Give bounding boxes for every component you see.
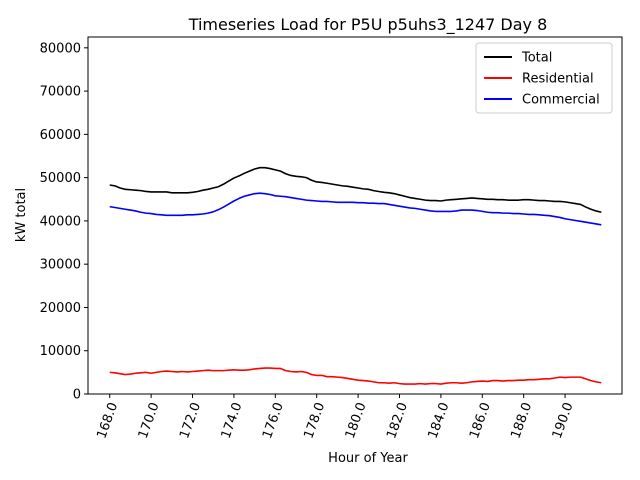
- x-tick-label: 172.0: [177, 401, 204, 441]
- x-tick-label: 174.0: [219, 401, 246, 441]
- y-tick-label: 50000: [40, 171, 81, 186]
- y-tick-label: 10000: [40, 344, 81, 359]
- y-axis-title: kW total: [14, 188, 29, 242]
- y-tick-label: 30000: [40, 258, 81, 273]
- plot-frame: [87, 36, 623, 395]
- y-tick-label: 70000: [40, 85, 81, 100]
- y-tick-label: 0: [73, 388, 81, 403]
- y-tick-label: 60000: [40, 128, 81, 143]
- x-tick-label: 176.0: [260, 401, 287, 441]
- x-tick-label: 178.0: [301, 401, 328, 441]
- legend-label-commercial: Commercial: [522, 93, 600, 108]
- x-tick-label: 168.0: [94, 401, 121, 441]
- y-tick-label: 40000: [40, 214, 81, 229]
- legend-label-total: Total: [521, 51, 552, 66]
- y-tick-label: 80000: [40, 41, 81, 56]
- x-tick-label: 186.0: [467, 401, 494, 441]
- legend-box: [475, 42, 613, 114]
- series-line-residential: [109, 367, 602, 385]
- legend-label-residential: Residential: [522, 72, 594, 87]
- x-tick-label: 190.0: [550, 401, 577, 441]
- x-tick-label: 170.0: [136, 401, 163, 441]
- x-tick-label: 180.0: [343, 401, 370, 441]
- x-tick-label: 182.0: [384, 401, 411, 441]
- series-line-total: [109, 166, 602, 214]
- x-tick-label: 188.0: [508, 401, 535, 441]
- y-tick-label: 20000: [40, 301, 81, 316]
- series-line-commercial: [109, 192, 602, 226]
- chart-title: Timeseries Load for P5U p5uhs3_1247 Day …: [188, 15, 548, 35]
- x-tick-label: 184.0: [426, 401, 453, 441]
- plot-area: 0 10000 20000 30000 40000 50000 60000 70000 8000…: [40, 36, 623, 441]
- x-axis-title: Hour of Year: [328, 451, 408, 466]
